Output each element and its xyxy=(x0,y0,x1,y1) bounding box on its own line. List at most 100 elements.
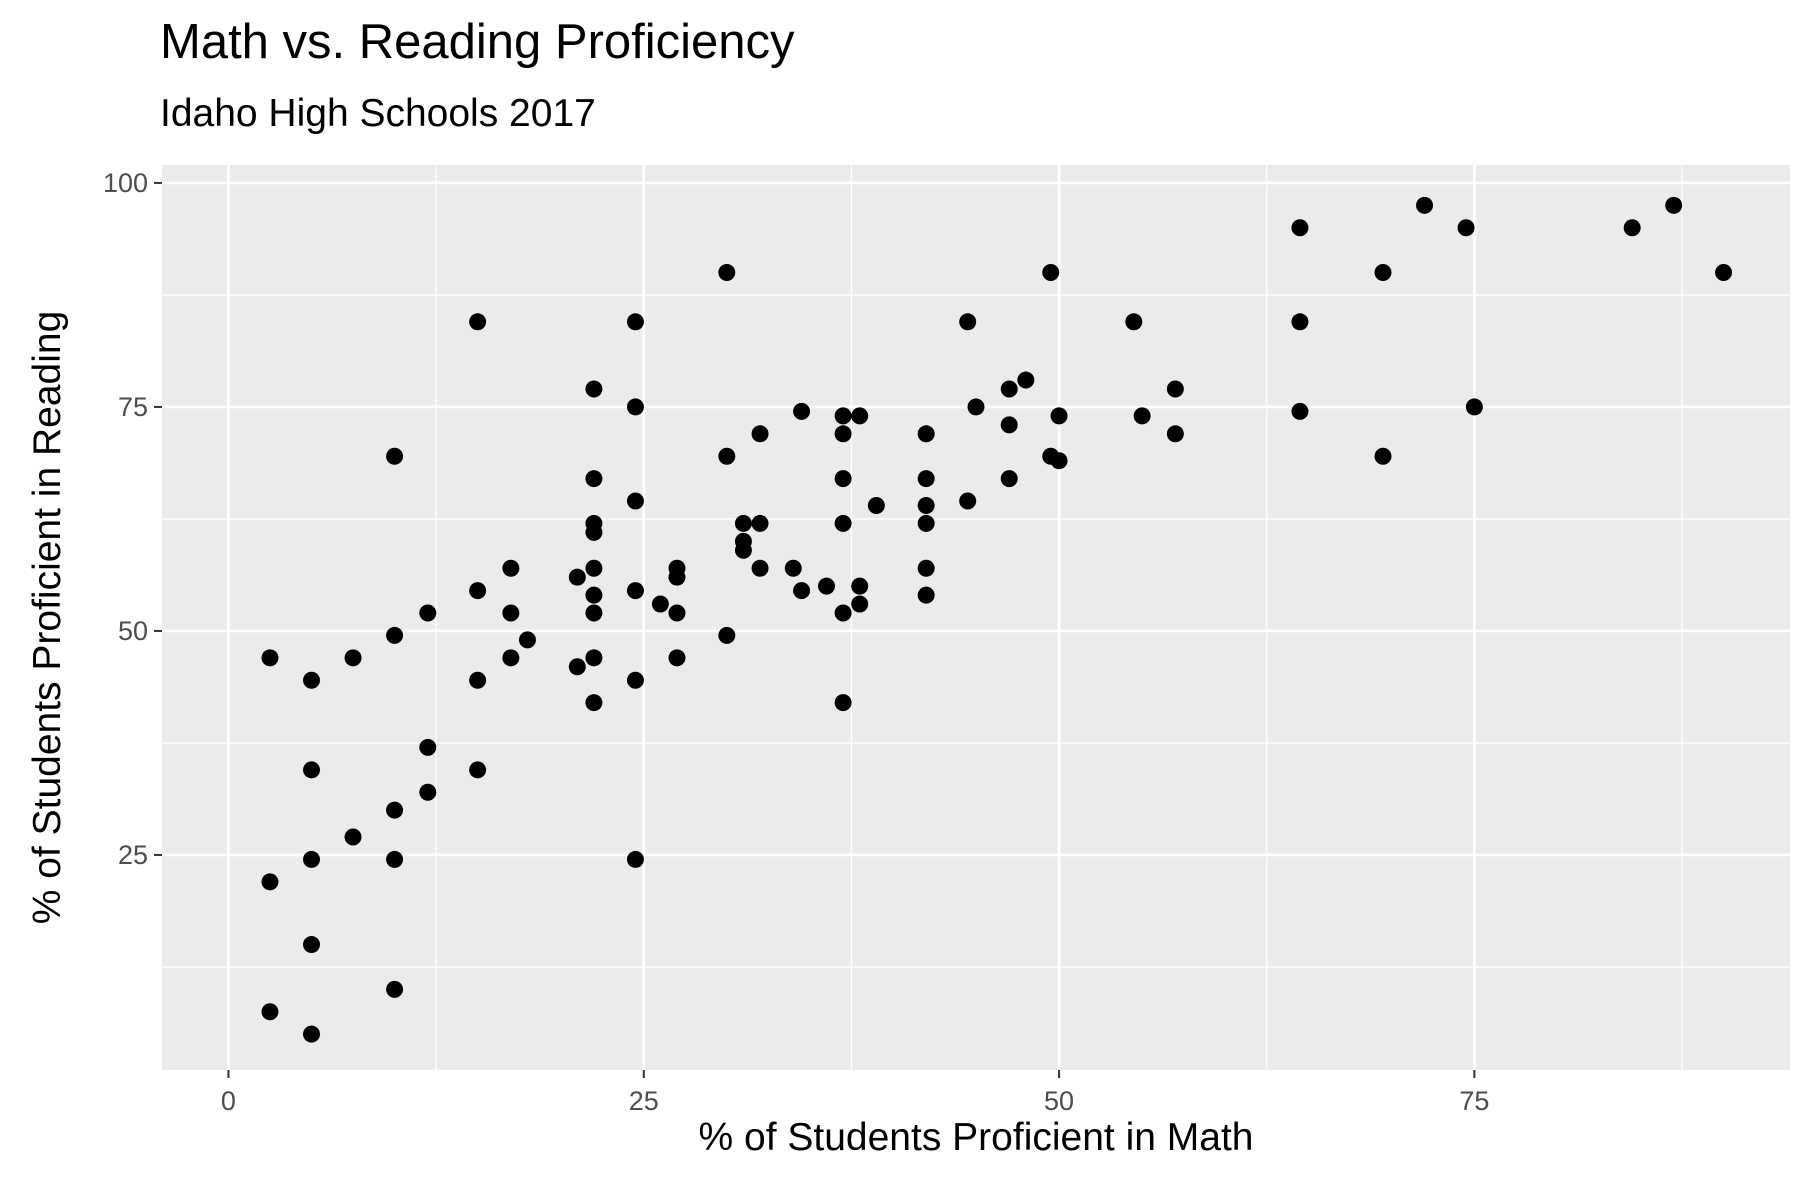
data-point xyxy=(469,671,487,689)
data-point xyxy=(834,514,852,532)
data-point xyxy=(585,523,603,541)
data-point xyxy=(1050,452,1068,470)
data-point xyxy=(261,1003,279,1021)
data-point xyxy=(851,577,869,595)
data-point xyxy=(1000,380,1018,398)
data-point xyxy=(751,425,769,443)
data-point xyxy=(668,568,686,586)
data-point xyxy=(502,559,520,577)
chart-title: Math vs. Reading Proficiency xyxy=(160,15,795,69)
data-point xyxy=(626,313,644,331)
data-point xyxy=(1374,264,1392,282)
data-point xyxy=(668,604,686,622)
y-tick-label: 100 xyxy=(103,168,148,198)
data-point xyxy=(1042,264,1060,282)
x-tick-label: 25 xyxy=(629,1086,659,1116)
data-point xyxy=(469,761,487,779)
x-axis-title: % of Students Proficient in Math xyxy=(699,1116,1254,1159)
data-point xyxy=(834,694,852,712)
data-point xyxy=(851,595,869,613)
data-point xyxy=(734,514,752,532)
data-point xyxy=(967,398,985,416)
data-point xyxy=(793,582,811,600)
x-tick-label: 0 xyxy=(221,1086,236,1116)
data-point xyxy=(1291,313,1309,331)
y-tick-label: 25 xyxy=(118,840,148,870)
data-point xyxy=(469,582,487,600)
data-point xyxy=(585,694,603,712)
plot-panel xyxy=(162,165,1790,1070)
data-point xyxy=(1000,470,1018,488)
data-point xyxy=(959,492,977,510)
data-point xyxy=(626,671,644,689)
data-point xyxy=(834,604,852,622)
data-point xyxy=(917,425,935,443)
data-point xyxy=(817,577,835,595)
data-point xyxy=(917,586,935,604)
data-point xyxy=(718,447,736,465)
data-point xyxy=(585,604,603,622)
data-point xyxy=(518,631,536,649)
data-point xyxy=(303,1025,321,1043)
data-point xyxy=(303,671,321,689)
data-point xyxy=(917,514,935,532)
data-point xyxy=(834,470,852,488)
data-point xyxy=(419,738,437,756)
data-point xyxy=(419,783,437,801)
data-point xyxy=(1416,196,1434,214)
data-point xyxy=(261,649,279,667)
data-point xyxy=(419,604,437,622)
data-point xyxy=(867,496,885,514)
x-tick-label: 50 xyxy=(1044,1086,1074,1116)
data-points xyxy=(261,196,1733,1043)
data-point xyxy=(1125,313,1143,331)
data-point xyxy=(1623,219,1641,237)
data-point xyxy=(751,559,769,577)
data-point xyxy=(834,407,852,425)
data-point xyxy=(1465,398,1483,416)
data-point xyxy=(344,828,362,846)
data-point xyxy=(718,626,736,644)
data-point xyxy=(585,649,603,667)
data-point xyxy=(851,407,869,425)
data-point xyxy=(1050,407,1068,425)
data-point xyxy=(626,850,644,868)
data-point xyxy=(917,559,935,577)
chart-subtitle: Idaho High Schools 2017 xyxy=(160,92,596,135)
data-point xyxy=(1166,425,1184,443)
data-point xyxy=(917,470,935,488)
data-point xyxy=(1291,219,1309,237)
data-point xyxy=(386,801,404,819)
y-tick-label: 75 xyxy=(118,392,148,422)
data-point xyxy=(469,313,487,331)
x-tick-label: 75 xyxy=(1459,1086,1489,1116)
data-point xyxy=(1017,371,1035,389)
data-point xyxy=(651,595,669,613)
data-point xyxy=(917,496,935,514)
data-point xyxy=(303,936,321,954)
data-point xyxy=(303,850,321,868)
data-point xyxy=(718,264,736,282)
data-point xyxy=(1166,380,1184,398)
data-point xyxy=(386,850,404,868)
data-point xyxy=(1374,447,1392,465)
data-point xyxy=(784,559,802,577)
data-point xyxy=(1665,196,1683,214)
data-point xyxy=(585,559,603,577)
data-point xyxy=(585,470,603,488)
data-point xyxy=(386,626,404,644)
data-point xyxy=(502,649,520,667)
data-point xyxy=(959,313,977,331)
y-tick-label: 50 xyxy=(118,616,148,646)
data-point xyxy=(261,873,279,891)
tick-labels: 0 25 50 75 25 50 75 100 xyxy=(103,168,1489,1116)
data-point xyxy=(1715,264,1733,282)
data-point xyxy=(502,604,520,622)
data-point xyxy=(1457,219,1475,237)
data-point xyxy=(585,380,603,398)
data-point xyxy=(751,514,769,532)
data-point xyxy=(1133,407,1151,425)
data-point xyxy=(1000,416,1018,434)
data-point xyxy=(386,447,404,465)
